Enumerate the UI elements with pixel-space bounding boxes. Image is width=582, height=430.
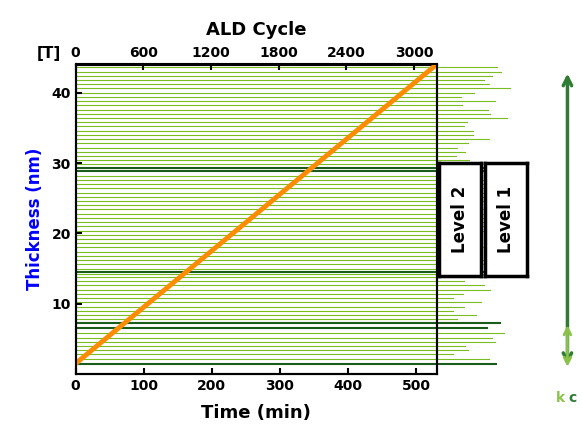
Text: k: k [556,391,565,405]
Text: Level 1: Level 1 [497,186,514,253]
X-axis label: ALD Cycle: ALD Cycle [206,21,306,39]
Text: [T]: [T] [37,46,61,61]
Text: Level 2: Level 2 [452,186,469,253]
X-axis label: Time (min): Time (min) [201,404,311,422]
Text: c: c [568,391,576,405]
Y-axis label: Thickness (nm): Thickness (nm) [26,148,44,291]
